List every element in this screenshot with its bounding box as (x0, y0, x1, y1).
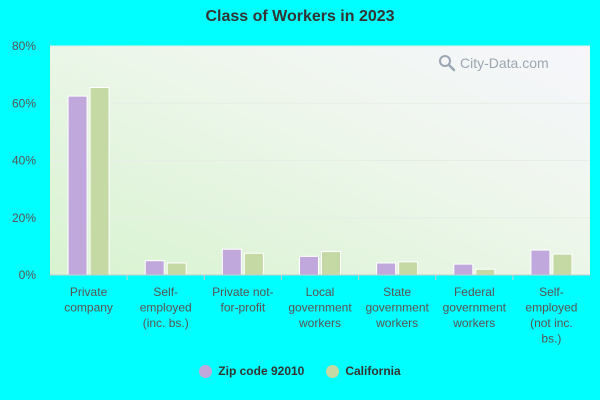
x-tick-label-line: (not inc. (530, 316, 573, 330)
bar-series-1 (299, 255, 319, 276)
y-tick-label: 80% (12, 39, 36, 53)
x-tick-label: Self-employed (inc. bs.) (140, 285, 192, 330)
x-tick-label: Private not-for-profit (212, 285, 273, 315)
x-tick-label-line: Self- (539, 285, 564, 299)
bar-series-1 (376, 262, 397, 276)
magnifier-icon (439, 55, 456, 72)
legend-item-series-2: California (326, 364, 401, 378)
x-tick-label-line: Federal (454, 285, 495, 299)
x-tick-label-line: Local (306, 285, 335, 299)
x-tick-label-line: Self- (153, 285, 178, 299)
y-tick-label: 0% (19, 268, 37, 282)
x-tick-label-line: government (288, 301, 352, 315)
bar-series-1 (221, 248, 242, 276)
x-tick-label-line: workers (375, 316, 418, 330)
bar-series-2 (321, 251, 341, 276)
x-axis-ticks (126, 275, 514, 280)
x-tick-label: Local government workers (288, 285, 352, 330)
legend: Zip code 92010 California (0, 364, 600, 378)
x-tick-label-line: employed (140, 301, 192, 315)
x-tick-label-line: workers (452, 316, 495, 330)
y-tick-label: 40% (12, 154, 36, 168)
y-axis-ticks: 0% 20% 40% 60% 80% (12, 39, 36, 282)
bar-series-2 (552, 253, 573, 276)
x-tick-label: Private company (64, 285, 113, 315)
x-tick-label: Federal government workers (443, 285, 507, 330)
x-tick-label-line: Private (70, 285, 108, 299)
x-tick-label-line: employed (525, 301, 577, 315)
legend-swatch-series-2 (326, 364, 340, 378)
x-tick-label-line: for-profit (221, 301, 266, 315)
bar-series-1 (453, 263, 474, 276)
bar-series-1 (144, 260, 165, 276)
x-tick-label-line: workers (298, 316, 341, 330)
watermark-text: City-Data.com (460, 55, 549, 71)
bar-series-2 (166, 262, 187, 276)
x-tick-label-line: (inc. bs.) (143, 316, 189, 330)
legend-swatch-series-1 (199, 364, 213, 378)
y-tick-label: 60% (12, 96, 36, 110)
x-tick-label-line: government (443, 301, 507, 315)
legend-label-series-1: Zip code 92010 (218, 364, 305, 378)
grid-lines (50, 45, 590, 219)
legend-label-series-2: California (345, 364, 401, 378)
x-tick-label-line: company (64, 301, 113, 315)
chart-title: Class of Workers in 2023 (205, 8, 395, 25)
bar-series-2 (475, 268, 496, 276)
bar-series-1 (530, 249, 551, 276)
x-tick-label-line: Private not- (212, 285, 273, 299)
bar-series-2 (243, 252, 264, 276)
x-tick-label-line: State (383, 285, 411, 299)
bar-series-1 (67, 95, 88, 276)
legend-item-series-1: Zip code 92010 (199, 364, 304, 378)
bar-series-2 (89, 87, 110, 276)
x-tick-label: State government workers (365, 285, 429, 330)
bar-series-2 (398, 261, 419, 276)
watermark: City-Data.com (438, 54, 549, 72)
x-tick-label: Self-employed (not inc. bs.) (525, 285, 577, 346)
x-tick-label-line: bs.) (541, 332, 561, 346)
x-tick-label-line: government (365, 301, 429, 315)
y-tick-label: 20% (12, 211, 36, 225)
